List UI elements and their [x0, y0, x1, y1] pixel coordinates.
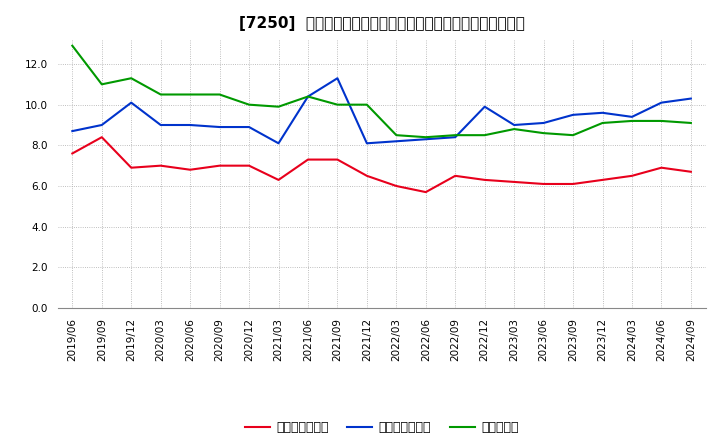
- 売上債権回転率: [156, 163, 165, 169]
- 買入債務回転率: [186, 122, 194, 128]
- 売上債権回転率: [421, 190, 430, 195]
- 買入債務回転率: [68, 128, 76, 134]
- 在庫回転率: [127, 76, 135, 81]
- 売上債権回転率: [304, 157, 312, 162]
- Line: 売上債権回転率: 売上債権回転率: [72, 137, 691, 192]
- 在庫回転率: [451, 132, 459, 138]
- 在庫回転率: [687, 120, 696, 125]
- 買入債務回転率: [510, 122, 518, 128]
- 買入債務回転率: [392, 139, 400, 144]
- 買入債務回転率: [156, 122, 165, 128]
- 売上債権回転率: [245, 163, 253, 169]
- 買入債務回転率: [451, 135, 459, 140]
- Line: 買入債務回転率: 買入債務回転率: [72, 78, 691, 143]
- 在庫回転率: [510, 126, 518, 132]
- 売上債権回転率: [97, 135, 106, 140]
- 在庫回転率: [598, 120, 607, 125]
- 売上債権回転率: [215, 163, 224, 169]
- 買入債務回転率: [569, 112, 577, 117]
- 売上債権回転率: [598, 177, 607, 183]
- 在庫回転率: [392, 132, 400, 138]
- 在庫回転率: [333, 102, 342, 107]
- 売上債権回転率: [687, 169, 696, 174]
- 買入債務回転率: [274, 141, 283, 146]
- 買入債務回転率: [657, 100, 666, 105]
- 在庫回転率: [245, 102, 253, 107]
- 売上債権回転率: [628, 173, 636, 179]
- 買入債務回転率: [363, 141, 372, 146]
- 買入債務回転率: [628, 114, 636, 120]
- 買入債務回転率: [215, 125, 224, 130]
- 在庫回転率: [539, 131, 548, 136]
- 買入債務回転率: [304, 94, 312, 99]
- 売上債権回転率: [186, 167, 194, 172]
- 在庫回転率: [186, 92, 194, 97]
- 売上債権回転率: [539, 181, 548, 187]
- 売上債権回転率: [127, 165, 135, 170]
- 在庫回転率: [215, 92, 224, 97]
- 買入債務回転率: [421, 136, 430, 142]
- 買入債務回転率: [333, 76, 342, 81]
- 買入債務回転率: [127, 100, 135, 105]
- 売上債権回転率: [480, 177, 489, 183]
- 在庫回転率: [363, 102, 372, 107]
- 在庫回転率: [569, 132, 577, 138]
- 買入債務回転率: [539, 120, 548, 125]
- Title: [7250]  売上債権回転率、買入債務回転率、在庫回転率の推移: [7250] 売上債権回転率、買入債務回転率、在庫回転率の推移: [238, 16, 525, 32]
- 売上債権回転率: [363, 173, 372, 179]
- 在庫回転率: [156, 92, 165, 97]
- 売上債権回転率: [510, 179, 518, 184]
- 売上債権回転率: [68, 151, 76, 156]
- 在庫回転率: [657, 118, 666, 124]
- 売上債権回転率: [657, 165, 666, 170]
- 買入債務回転率: [687, 96, 696, 101]
- 買入債務回転率: [480, 104, 489, 109]
- 在庫回転率: [68, 43, 76, 48]
- 在庫回転率: [421, 135, 430, 140]
- 買入債務回転率: [245, 125, 253, 130]
- 在庫回転率: [628, 118, 636, 124]
- 売上債権回転率: [569, 181, 577, 187]
- 売上債権回転率: [274, 177, 283, 183]
- Line: 在庫回転率: 在庫回転率: [72, 46, 691, 137]
- 買入債務回転率: [598, 110, 607, 115]
- 在庫回転率: [274, 104, 283, 109]
- 買入債務回転率: [97, 122, 106, 128]
- 売上債権回転率: [451, 173, 459, 179]
- 在庫回転率: [304, 94, 312, 99]
- Legend: 売上債権回転率, 買入債務回転率, 在庫回転率: 売上債権回転率, 買入債務回転率, 在庫回転率: [240, 416, 523, 439]
- 売上債権回転率: [392, 183, 400, 189]
- 在庫回転率: [480, 132, 489, 138]
- 売上債権回転率: [333, 157, 342, 162]
- 在庫回転率: [97, 82, 106, 87]
